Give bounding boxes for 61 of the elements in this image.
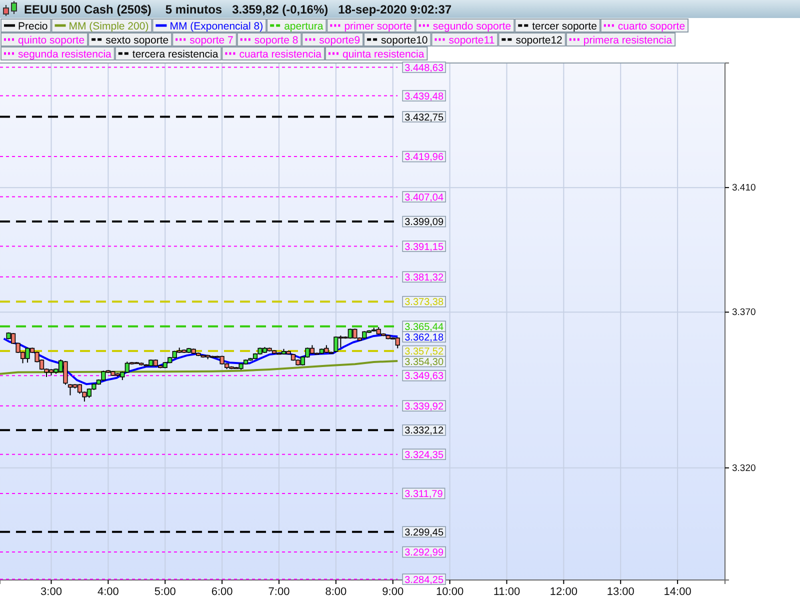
legend-label: MM (Simple 200) xyxy=(68,20,149,32)
line-series xyxy=(0,360,399,375)
legend-label: cuarto soporte xyxy=(618,20,686,32)
legend-label: soporte 7 xyxy=(190,34,234,46)
legend-label: apertura xyxy=(284,20,324,32)
x-tick-label: 7:00 xyxy=(268,586,290,598)
data-label: 3.391,15 xyxy=(404,242,444,253)
x-tick-label: 5:00 xyxy=(154,586,176,598)
chart-subtitle: 5 minutos 3.359,82 (-0,16%) 18-sep-2020 9:02:37 xyxy=(165,2,452,16)
data-label: 3.324,35 xyxy=(404,450,444,461)
x-tick-label: 6:00 xyxy=(211,586,233,598)
x-tick-label: 13:00 xyxy=(606,586,634,598)
data-label: 3.284,25 xyxy=(404,574,444,586)
legend-label: soporte11 xyxy=(448,34,495,46)
legend-label: Precio xyxy=(18,20,48,32)
data-label: 3.362,18 xyxy=(404,332,444,344)
y-tick-label: 3.370 xyxy=(732,307,756,318)
data-label: 3.349,63 xyxy=(404,371,444,382)
y-tick-label: 3.410 xyxy=(732,182,756,194)
x-tick-label: 9:00 xyxy=(382,586,404,598)
legend-label: cuarta resistencia xyxy=(239,48,322,60)
legend-label: primera resistencia xyxy=(583,34,672,46)
legend-label: tercer soporte xyxy=(532,20,598,32)
line-series xyxy=(2,334,399,386)
legend-label: quinto soporte xyxy=(18,34,85,46)
chart-title: EEUU 500 Cash (250$) xyxy=(24,2,152,16)
x-tick-label: 8:00 xyxy=(325,586,347,598)
data-label: 3.311,79 xyxy=(404,489,444,500)
data-label: 3.399,09 xyxy=(404,217,444,228)
data-label: 3.373,38 xyxy=(404,297,444,308)
x-tick-label: 14:00 xyxy=(664,586,692,598)
data-label: 3.332,12 xyxy=(404,426,444,437)
data-label: 3.299,45 xyxy=(404,527,444,538)
data-label: 3.381,32 xyxy=(404,272,444,284)
legend-label: soporte10 xyxy=(381,34,428,46)
legend-label: soporte 8 xyxy=(254,34,298,46)
x-tick-label: 4:00 xyxy=(97,586,119,598)
data-label: 3.339,92 xyxy=(404,401,444,412)
data-label: 3.448,63 xyxy=(404,62,444,74)
data-label: 3.365,44 xyxy=(404,322,444,333)
legend-label: soporte12 xyxy=(516,34,563,46)
legend-label: segundo soporte xyxy=(432,20,512,32)
legend-label: soporte9 xyxy=(319,34,360,46)
legend-label: primer soporte xyxy=(344,20,412,32)
data-label: 3.292,99 xyxy=(404,548,444,559)
legend-label: tercera resistencia xyxy=(132,48,218,60)
data-label: 3.419,96 xyxy=(404,152,444,164)
data-label: 3.432,75 xyxy=(404,112,444,124)
x-tick-label: 10:00 xyxy=(436,586,464,598)
data-label: 3.439,48 xyxy=(404,91,444,102)
data-label: 3.357,52 xyxy=(404,346,444,358)
x-tick-label: 12:00 xyxy=(550,586,578,598)
y-tick-label: 3.320 xyxy=(732,462,756,474)
legend-label: MM (Exponencial 8) xyxy=(170,20,264,32)
data-label: 3.354,30 xyxy=(404,357,444,368)
legend-label: sexto soporte xyxy=(106,34,169,46)
data-label: 3.407,04 xyxy=(404,192,444,204)
legend-label: quinta resistencia xyxy=(342,48,424,60)
legend-label: segunda resistencia xyxy=(18,48,112,60)
x-tick-label: 3:00 xyxy=(40,586,62,598)
x-tick-label: 11:00 xyxy=(493,586,520,598)
